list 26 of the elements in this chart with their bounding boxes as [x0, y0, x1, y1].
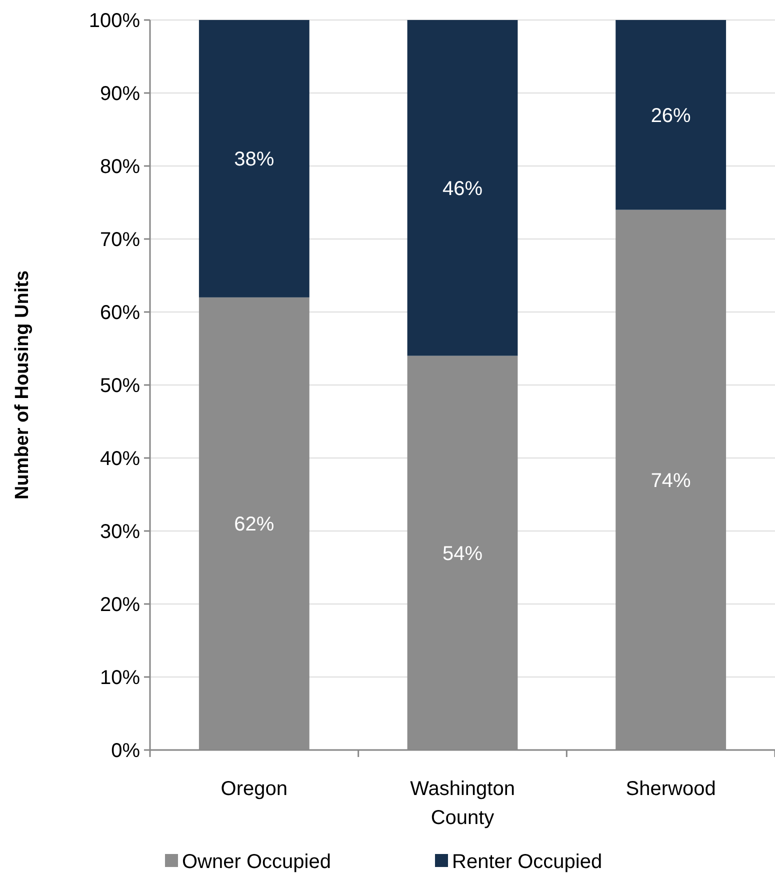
x-tick-label: Sherwood	[626, 778, 716, 800]
y-tick-label: 20%	[100, 594, 140, 616]
y-tick-label: 100%	[88, 10, 140, 32]
y-tick-label: 90%	[100, 83, 140, 105]
y-tick-label: 0%	[111, 740, 140, 762]
x-tick-label: Oregon	[220, 778, 288, 800]
y-axis-title: Number of Housing Units	[12, 270, 33, 500]
y-tick-label: 40%	[100, 448, 140, 470]
y-tick-label: 80%	[100, 156, 140, 178]
data-label: 54%	[442, 542, 483, 565]
legend-label: Renter Occupied	[452, 851, 602, 873]
y-tick-label: 60%	[100, 302, 140, 324]
bar	[407, 20, 518, 356]
bar	[198, 20, 310, 298]
data-label: 38%	[234, 148, 274, 171]
y-tick-label: 10%	[100, 667, 140, 689]
y-tick-label: 30%	[100, 521, 140, 543]
data-label: 62%	[234, 514, 274, 536]
data-label: 26%	[650, 104, 692, 127]
data-label: 46%	[442, 178, 483, 200]
x-tick-label: Washington County	[410, 778, 515, 829]
legend-label: Owner Occupied	[182, 851, 331, 873]
data-label: 74%	[650, 470, 692, 492]
y-tick-label: 50%	[100, 375, 140, 397]
bar	[616, 20, 726, 210]
y-tick-label: 70%	[100, 229, 140, 251]
